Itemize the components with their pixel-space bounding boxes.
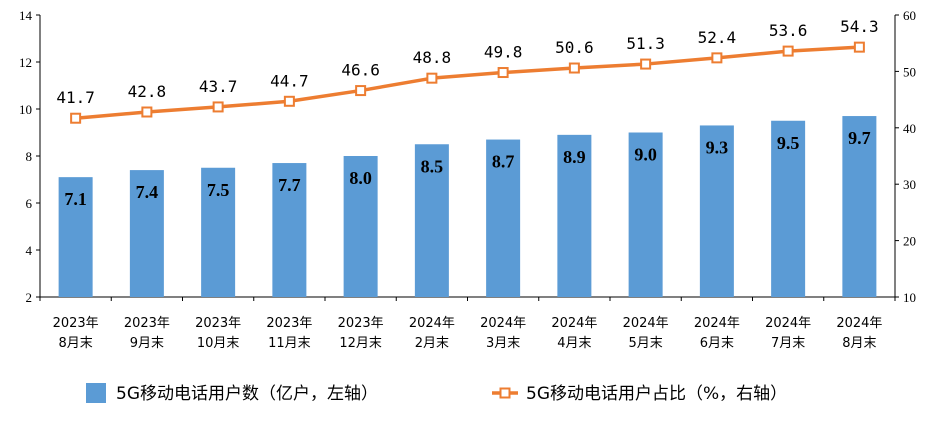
x-category-month: 8月末 bbox=[58, 336, 92, 351]
y-left-tick-label: 6 bbox=[26, 196, 33, 211]
line-marker bbox=[426, 72, 438, 84]
y-right-tick-label: 30 bbox=[903, 177, 916, 192]
bar-value-label: 9.7 bbox=[848, 128, 871, 148]
bar bbox=[842, 116, 877, 297]
line-value-label: 43.7 bbox=[199, 77, 238, 96]
x-category-month: 3月末 bbox=[486, 336, 520, 351]
line-marker bbox=[70, 112, 82, 124]
y-right-tick-label: 20 bbox=[903, 234, 916, 249]
line-value-label: 48.8 bbox=[413, 48, 452, 67]
x-category-month: 10月末 bbox=[197, 336, 240, 351]
axes-group: 2 4 6 8 10 12 14 10 20 30 40 50 60 bbox=[19, 8, 916, 305]
x-category-year: 2024年 bbox=[623, 316, 669, 331]
y-left-tick-label: 8 bbox=[26, 149, 33, 164]
line-value-label: 52.4 bbox=[698, 28, 737, 47]
line-marker bbox=[283, 95, 295, 107]
line-value-label: 51.3 bbox=[626, 34, 665, 53]
x-category-month: 5月末 bbox=[628, 336, 662, 351]
line-marker bbox=[355, 85, 367, 97]
bar bbox=[414, 144, 449, 297]
bar bbox=[201, 167, 236, 297]
y-right-tick-label: 60 bbox=[903, 8, 916, 23]
x-category-year: 2024年 bbox=[551, 316, 597, 331]
y-left-tick-label: 12 bbox=[19, 55, 32, 70]
line-value-label: 54.3 bbox=[840, 17, 879, 36]
line-marker bbox=[711, 52, 723, 64]
line-value-label: 41.7 bbox=[56, 88, 95, 107]
bar-value-label: 8.7 bbox=[492, 152, 515, 172]
x-category-year: 2024年 bbox=[694, 316, 740, 331]
bar bbox=[557, 134, 592, 297]
line-value-label: 53.6 bbox=[769, 21, 808, 40]
line-value-label: 42.8 bbox=[128, 82, 167, 101]
x-category-month: 2月末 bbox=[415, 336, 449, 351]
x-category-year: 2024年 bbox=[765, 316, 811, 331]
bar bbox=[58, 177, 93, 297]
bar bbox=[486, 139, 521, 297]
x-category-month: 8月末 bbox=[842, 336, 876, 351]
x-category-month: 11月末 bbox=[268, 336, 311, 351]
x-category-year: 2023年 bbox=[53, 316, 99, 331]
bar-value-label: 8.9 bbox=[563, 147, 586, 167]
bar-value-label: 7.7 bbox=[278, 175, 301, 195]
line-marker bbox=[141, 106, 153, 118]
x-category-year: 2023年 bbox=[266, 316, 312, 331]
legend: 5G移动电话用户数（亿户，左轴） 5G移动电话用户占比（%，右轴） bbox=[86, 383, 787, 404]
line-marker bbox=[497, 67, 509, 79]
bar bbox=[628, 132, 663, 297]
line-series bbox=[70, 41, 865, 124]
y-left-tick-label: 14 bbox=[19, 8, 33, 23]
bar-value-label: 7.5 bbox=[207, 180, 230, 200]
legend-bar-label: 5G移动电话用户数（亿户，左轴） bbox=[116, 384, 378, 404]
bar bbox=[699, 125, 734, 297]
bar bbox=[129, 170, 164, 297]
x-category-year: 2024年 bbox=[836, 316, 882, 331]
x-category-year: 2023年 bbox=[195, 316, 241, 331]
y-right-tick-label: 50 bbox=[903, 64, 916, 79]
x-category-month: 12月末 bbox=[339, 336, 382, 351]
bar-value-label: 9.0 bbox=[634, 145, 657, 165]
line-value-label: 46.6 bbox=[341, 61, 380, 80]
x-category-month: 9月末 bbox=[130, 336, 164, 351]
bar-value-label: 8.5 bbox=[421, 156, 444, 176]
line-value-label: 50.6 bbox=[555, 38, 594, 57]
bar bbox=[771, 120, 806, 297]
x-axis-categories: 2023年 8月末 2023年 9月末 2023年 10月末 2023年 11月末 2023年 1… bbox=[53, 316, 883, 351]
line-marker bbox=[782, 45, 794, 57]
legend-bar-swatch bbox=[86, 383, 106, 403]
bar-value-label: 9.3 bbox=[706, 137, 729, 157]
y-right-tick-label: 40 bbox=[903, 121, 916, 136]
x-category-year: 2023年 bbox=[338, 316, 384, 331]
line-marker bbox=[212, 101, 224, 113]
x-category-year: 2023年 bbox=[124, 316, 170, 331]
y-right-tick-label: 10 bbox=[903, 290, 916, 305]
line-marker bbox=[640, 58, 652, 70]
y-left-tick-label: 10 bbox=[19, 102, 32, 117]
legend-line-marker bbox=[499, 387, 511, 399]
y-left-tick-label: 4 bbox=[26, 243, 33, 258]
x-category-month: 6月末 bbox=[700, 336, 734, 351]
x-category-year: 2024年 bbox=[409, 316, 455, 331]
bar-value-label: 8.0 bbox=[349, 168, 372, 188]
data-labels: 7.1 7.4 7.5 7.7 8.0 8.5 8.7 8.9 9.0 9.3 9.5 9.7 41.7… bbox=[56, 17, 878, 209]
line-marker bbox=[853, 41, 865, 53]
bar-value-label: 7.4 bbox=[136, 182, 159, 202]
line-path bbox=[75, 45, 860, 120]
legend-line-label: 5G移动电话用户占比（%，右轴） bbox=[526, 384, 787, 404]
y-left-tick-label: 2 bbox=[26, 290, 33, 305]
x-category-year: 2024年 bbox=[480, 316, 526, 331]
x-category-month: 7月末 bbox=[771, 336, 805, 351]
bar bbox=[343, 156, 378, 297]
bar bbox=[272, 163, 307, 297]
line-value-label: 44.7 bbox=[270, 71, 309, 90]
line-marker bbox=[568, 62, 580, 74]
bar-value-label: 9.5 bbox=[777, 133, 800, 153]
bar-series bbox=[58, 116, 877, 297]
bar-value-label: 7.1 bbox=[64, 189, 87, 209]
x-category-month: 4月末 bbox=[557, 336, 591, 351]
line-value-label: 49.8 bbox=[484, 43, 523, 62]
